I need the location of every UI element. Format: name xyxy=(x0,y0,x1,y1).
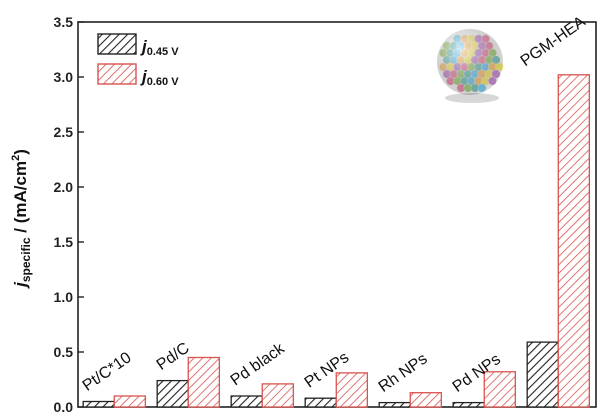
bar-060 xyxy=(409,392,442,408)
bar-045 xyxy=(378,401,411,408)
svg-text:j0.60 V: j0.60 V xyxy=(140,67,179,88)
legend: j0.45 V j0.60 V xyxy=(97,33,179,88)
bar-060 xyxy=(557,74,590,408)
bar-060 xyxy=(483,371,516,408)
svg-text:jspecific / (mA/cm2): jspecific / (mA/cm2) xyxy=(10,149,33,289)
legend-item-060: j0.60 V xyxy=(97,63,179,88)
bar-060 xyxy=(335,372,368,408)
sphere-shading xyxy=(437,29,503,95)
sphere-shadow xyxy=(445,93,499,103)
category-label: Rh NPs xyxy=(376,350,431,396)
bar-045 xyxy=(526,341,559,408)
legend-swatch-045 xyxy=(97,33,137,55)
bar-045 xyxy=(82,400,115,408)
legend-060-sub: 0.60 V xyxy=(147,76,179,88)
bar-060 xyxy=(187,356,220,408)
ylabel-sub: specific xyxy=(19,237,33,282)
category-labels: Pt/C*10 Pd/C Pd black Pt NPs Rh NPs Pd NPsPGM… xyxy=(80,13,589,396)
ylabel-end: ) xyxy=(11,149,30,155)
bar-060 xyxy=(261,383,294,408)
category-label: Pd black xyxy=(228,340,289,390)
bar-060 xyxy=(113,395,146,408)
bar-045 xyxy=(156,379,189,408)
y-tick-label: 3.0 xyxy=(54,69,74,85)
ylabel-rest: / (mA/cm xyxy=(11,161,30,238)
y-tick-label: 0.0 xyxy=(54,399,74,412)
y-tick-label: 3.5 xyxy=(54,14,74,30)
y-tick-label: 1.5 xyxy=(54,234,74,250)
category-label: Pd/C xyxy=(154,340,193,374)
nanoparticle-sphere-image xyxy=(437,29,504,103)
legend-060-main: j xyxy=(140,67,148,86)
y-tick-label: 0.5 xyxy=(54,344,74,360)
ylabel-main: j xyxy=(11,281,30,289)
legend-swatch-060 xyxy=(97,63,137,85)
legend-item-045: j0.45 V xyxy=(97,33,179,58)
category-label: Pt/C*10 xyxy=(80,349,135,395)
y-axis-label: jspecific / (mA/cm2) xyxy=(10,149,33,289)
y-tick-label: 2.5 xyxy=(54,124,74,140)
ylabel-sup: 2 xyxy=(10,155,22,161)
svg-text:j0.45 V: j0.45 V xyxy=(140,37,179,58)
bars xyxy=(82,74,590,408)
legend-045-main: j xyxy=(140,37,148,56)
y-tick-label: 1.0 xyxy=(54,289,74,305)
bar-045 xyxy=(304,397,337,408)
legend-045-sub: 0.45 V xyxy=(147,46,179,58)
y-axis-ticks: 0.0 0.5 1.0 1.5 2.0 2.5 3.0 3.5 xyxy=(54,14,84,412)
y-tick-label: 2.0 xyxy=(54,179,74,195)
bar-045 xyxy=(452,401,485,408)
bar-045 xyxy=(230,395,263,408)
